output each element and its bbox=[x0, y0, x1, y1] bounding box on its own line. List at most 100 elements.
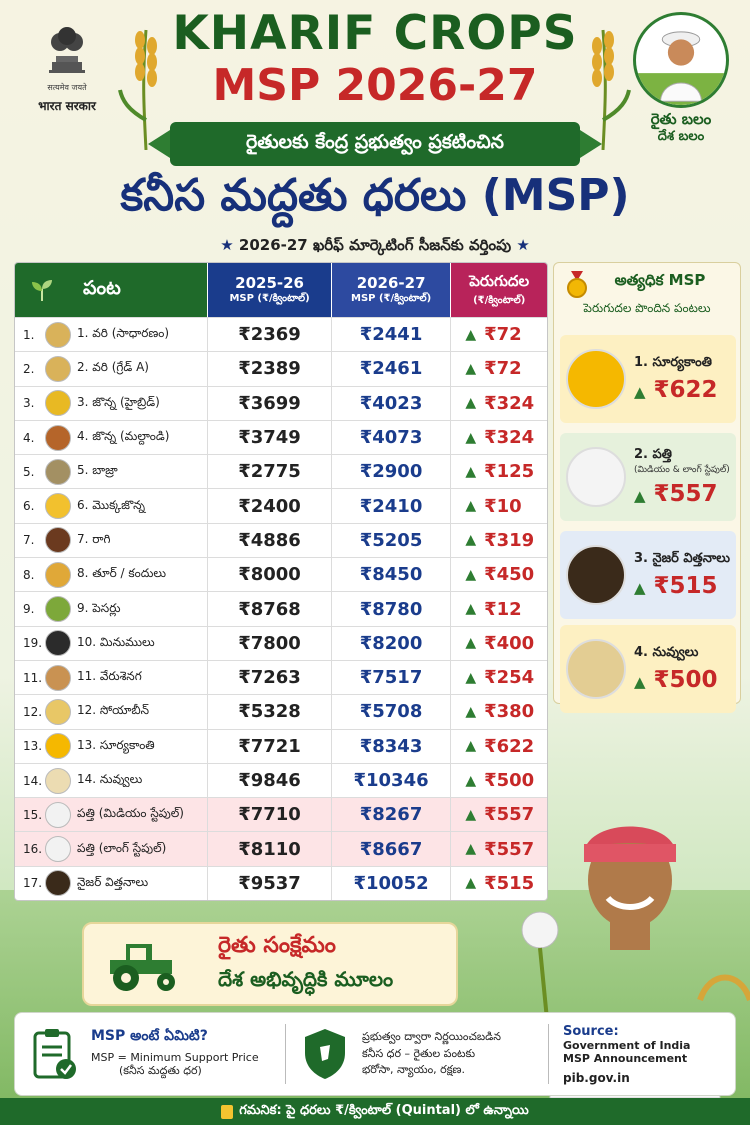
up-arrow-icon: ▲ bbox=[634, 487, 646, 505]
up-arrow-icon: ▲ bbox=[465, 498, 477, 515]
crop-cell: 12. 12. సోయాబీన్ bbox=[15, 695, 209, 729]
crop-image-icon bbox=[566, 545, 626, 605]
crop-name: 10. మినుములు bbox=[77, 634, 155, 649]
footer-note: గమనిక: పై ధరలు ₹/క్వింటాల్ (Quintal) లో … bbox=[0, 1098, 750, 1125]
increase-cell: ▲ ₹515 bbox=[451, 867, 547, 900]
table-row: 2. 2. వరి (గ్రేడ్ A) ₹2389 ₹2461 ▲ ₹72 bbox=[15, 351, 547, 386]
crop-icon bbox=[45, 355, 71, 382]
up-arrow-icon: ▲ bbox=[465, 566, 477, 583]
farmer-avatar-icon bbox=[633, 12, 729, 108]
card-crop-name: 2. పత్తి bbox=[634, 447, 672, 462]
row-number: 12. bbox=[23, 704, 43, 719]
logo-slogan-2: దేశ బలం bbox=[657, 128, 705, 144]
crop-icon bbox=[45, 493, 71, 520]
ribbon-text: రైతులకు కేంద్ర ప్రభుత్వం ప్రకటించిన bbox=[246, 130, 504, 153]
msp-2025-cell: ₹2369 bbox=[208, 318, 332, 352]
season-line: ★ 2026-27 ఖరీఫ్ మార్కెటింగ్ సీజన్‌కు వర్… bbox=[0, 236, 750, 258]
row-number: 14. bbox=[23, 773, 43, 788]
msp-2025-cell: ₹8768 bbox=[208, 592, 332, 626]
row-number: 17. bbox=[23, 876, 43, 891]
source-line2: MSP Announcement bbox=[563, 1051, 688, 1065]
up-arrow-icon: ▲ bbox=[465, 360, 477, 377]
increase-value: ₹12 bbox=[484, 598, 522, 620]
emblem-motto: सत्यमेव जयते bbox=[47, 83, 87, 92]
msp-question: MSP అంటే ఏమిటి? bbox=[91, 1028, 208, 1044]
msp-2025-cell: ₹9537 bbox=[208, 866, 332, 901]
card-value-text: ₹500 bbox=[653, 667, 718, 693]
crop-cell: 17. నైజర్ విత్తనాలు bbox=[15, 866, 209, 901]
table-row: 13. 13. సూర్యకాంతి ₹7721 ₹8343 ▲ ₹622 bbox=[15, 728, 547, 763]
crop-icon bbox=[45, 801, 71, 828]
crop-icon bbox=[45, 458, 71, 485]
msp-2025-cell: ₹8000 bbox=[208, 558, 332, 592]
top-increase-panel: అత్యధిక MSP పెరుగుదల పొందిన పంటలు 1. సూర… bbox=[553, 262, 741, 713]
crop-cell: 14. 14. నువ్వులు bbox=[15, 763, 209, 798]
logo-slogan-1: రైతు బలం bbox=[650, 110, 712, 128]
footer-text: గమనిక: పై ధరలు ₹/క్వింటాల్ (Quintal) లో … bbox=[239, 1102, 529, 1118]
table-header: పంట 2025-26 MSP (₹/క్వింటాల్) 2026-27 MS… bbox=[15, 263, 547, 317]
up-arrow-icon: ▲ bbox=[465, 395, 477, 412]
farmer-logo: రైతు బలం దేశ బలం bbox=[626, 12, 736, 147]
crop-cell: 16. పత్తి (లాంగ్ స్టేపుల్) bbox=[15, 832, 209, 866]
crop-icon bbox=[45, 596, 71, 623]
msp-2026-cell: ₹5708 bbox=[332, 695, 452, 729]
shield-icon bbox=[305, 1029, 345, 1079]
msp-2026-cell: ₹2410 bbox=[332, 489, 452, 523]
source-title: Source: bbox=[563, 1023, 619, 1039]
increase-value: ₹557 bbox=[484, 804, 535, 826]
msp-2026-cell: ₹8450 bbox=[332, 558, 452, 592]
increase-value: ₹72 bbox=[484, 358, 522, 380]
increase-cell: ▲ ₹254 bbox=[451, 661, 547, 694]
welfare-banner: రైతు సంక్షేమం దేశ అభివృద్ధికి మూలం bbox=[82, 922, 458, 1006]
crop-name: 7. రాగి bbox=[77, 531, 111, 546]
season-text: 2026-27 ఖరీఫ్ మార్కెటింగ్ సీజన్‌కు వర్తి… bbox=[238, 236, 512, 254]
increase-value: ₹380 bbox=[484, 701, 535, 723]
card-crop-name: 3. నైజర్ విత్తనాలు bbox=[634, 551, 730, 566]
header-2026: 2026-27 MSP (₹/క్వింటాల్) bbox=[331, 263, 452, 317]
increase-value: ₹324 bbox=[484, 427, 535, 449]
up-arrow-icon: ▲ bbox=[465, 601, 477, 618]
msp-2026-cell: ₹8343 bbox=[332, 729, 452, 763]
crop-image-icon bbox=[566, 349, 626, 409]
increase-value: ₹500 bbox=[484, 770, 535, 791]
up-arrow-icon: ▲ bbox=[465, 463, 477, 480]
table-body: 1. 1. వరి (సాధారణం) ₹2369 ₹2441 ▲ ₹72 2. 2. వరి… bbox=[15, 317, 547, 901]
increase-value: ₹400 bbox=[484, 632, 535, 654]
sprout-icon bbox=[32, 280, 52, 301]
table-row: 9. 9. పెసర్లు ₹8768 ₹8780 ▲ ₹12 bbox=[15, 591, 547, 626]
header-increase: పెరుగుదల (₹/క్వింటాల్) bbox=[451, 263, 547, 317]
table-row: 11. 11. వేరుశెనగ ₹7263 ₹7517 ▲ ₹254 bbox=[15, 659, 547, 695]
crop-cell: 1. 1. వరి (సాధారణం) bbox=[15, 318, 209, 352]
increase-value: ₹72 bbox=[484, 324, 522, 346]
crop-cell: 8. 8. తూర్ / కందులు bbox=[15, 558, 209, 592]
up-arrow-icon: ▲ bbox=[465, 532, 477, 549]
card-crop-sub: (మిడియం & లాంగ్ స్టేపుల్) bbox=[634, 465, 730, 475]
top-crop-card: 2. పత్తి (మిడియం & లాంగ్ స్టేపుల్) ▲ ₹557 bbox=[560, 433, 736, 521]
top-crop-card: 4. నువ్వులు ▲ ₹500 bbox=[560, 625, 736, 713]
increase-cell: ▲ ₹557 bbox=[451, 832, 547, 865]
crop-icon bbox=[45, 527, 71, 554]
source-link[interactable]: pib.gov.in bbox=[563, 1070, 630, 1085]
card-value-text: ₹515 bbox=[653, 573, 718, 599]
meaning-line2: కనీస ధర – రైతుల పంటకు bbox=[362, 1046, 476, 1060]
wheat-icon bbox=[592, 29, 631, 150]
crop-icon bbox=[45, 836, 71, 863]
increase-cell: ▲ ₹10 bbox=[451, 489, 547, 522]
crop-name: పత్తి (లాంగ్ స్టేపుల్) bbox=[77, 840, 167, 855]
msp-2026-cell: ₹8667 bbox=[332, 832, 452, 866]
increase-cell: ▲ ₹72 bbox=[451, 318, 547, 351]
crop-icon bbox=[45, 870, 71, 897]
row-number: 19. bbox=[23, 636, 43, 651]
increase-value: ₹319 bbox=[484, 529, 535, 551]
row-number: 6. bbox=[23, 499, 35, 514]
clipboard-icon bbox=[33, 1029, 76, 1079]
msp-2025-cell: ₹9846 bbox=[208, 763, 332, 798]
table-row: 4. 4. జొన్న (మల్దాండి) ₹3749 ₹4073 ▲ ₹324 bbox=[15, 419, 547, 455]
table-row: 15. పత్తి (మిడియం స్టేపుల్) ₹7710 ₹8267 ▲ ₹55… bbox=[15, 797, 547, 832]
msp-telugu: (కనీస మద్దతు ధర) bbox=[119, 1064, 202, 1077]
table-row: 6. 6. మొక్కజొన్న ₹2400 ₹2410 ▲ ₹10 bbox=[15, 488, 547, 523]
national-emblem: सत्यमेव जयते भारत सरकार bbox=[22, 18, 112, 114]
card-value: ▲ ₹622 bbox=[634, 377, 718, 403]
msp-2026-cell: ₹10052 bbox=[332, 866, 452, 901]
crop-icon bbox=[45, 321, 71, 348]
